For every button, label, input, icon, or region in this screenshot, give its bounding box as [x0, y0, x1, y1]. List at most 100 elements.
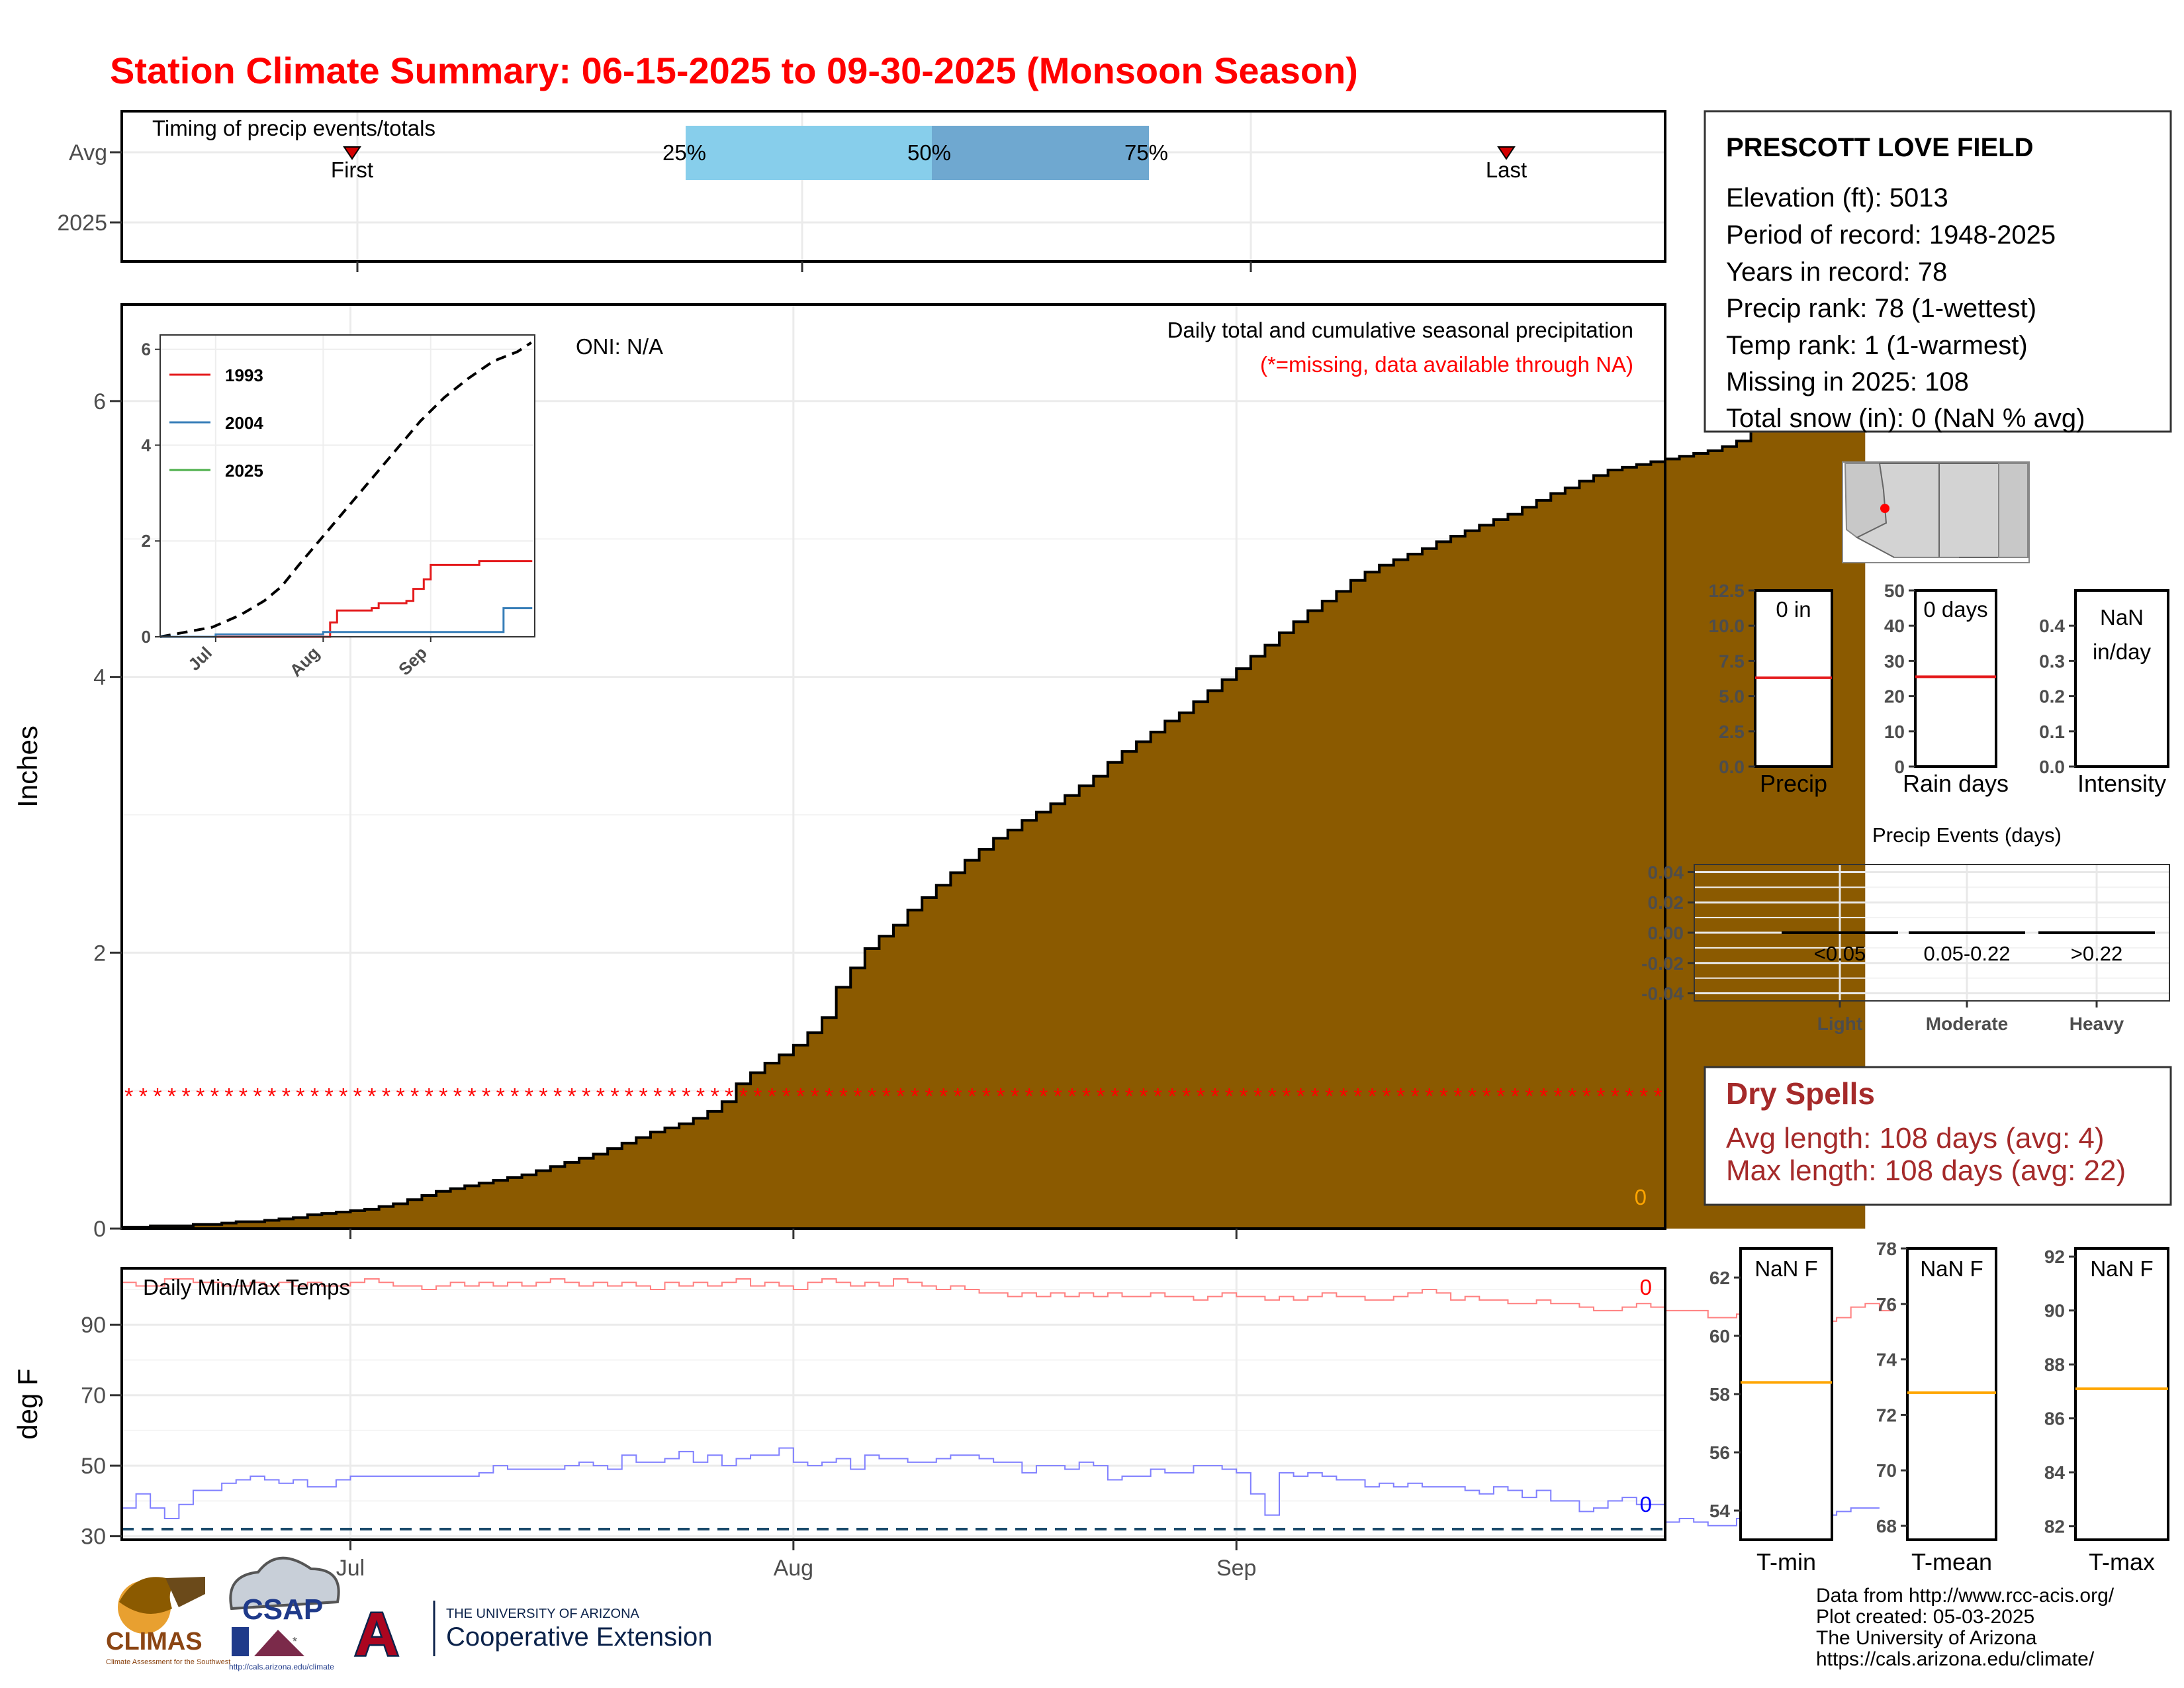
precip-ylabel: Inches: [12, 726, 43, 808]
inset-ytick-label: 4: [142, 435, 152, 455]
precip-events-panel: Precip Events (days) <0.05 0.05-0.22 >0.22…: [1641, 823, 2170, 1034]
temp-box-t-mean: 68 70 72 74 76 78 NaN F T-mean: [1876, 1239, 1997, 1575]
events-ytick-label: -0.02: [1641, 953, 1684, 974]
dry-spells-avg: Avg length: 108 days (avg: 4): [1726, 1122, 2105, 1154]
station-line-elevation: Elevation (ft): 5013: [1726, 183, 1948, 212]
missing-marker: *: [1611, 1084, 1619, 1109]
precip-panel-subtitle: (*=missing, data available through NA): [1260, 352, 1633, 377]
temp-box-t-min: 54 56 58 60 62 NaN F T-min: [1709, 1247, 1833, 1575]
missing-marker: *: [1268, 1084, 1277, 1109]
temp-xtick-label: Aug: [774, 1556, 814, 1581]
missing-marker: *: [167, 1084, 176, 1109]
missing-marker: *: [782, 1084, 790, 1109]
missing-marker: *: [1568, 1084, 1576, 1109]
inset-ytick-label: 2: [142, 531, 151, 551]
missing-marker: *: [753, 1084, 762, 1109]
timing-ylabel-avg: Avg: [69, 140, 107, 165]
station-info-box: PRESCOTT LOVE FIELD Elevation (ft): 5013…: [1704, 110, 2172, 433]
tmax-line: [122, 1278, 1894, 1322]
missing-marker: *: [267, 1084, 276, 1109]
missing-marker: *: [310, 1084, 319, 1109]
location-map: [1842, 461, 2030, 563]
mini-bar-ytick-label: 0.3: [2039, 651, 2065, 671]
dry-spells-title: Dry Spells: [1726, 1076, 1875, 1111]
station-name: PRESCOTT LOVE FIELD: [1726, 133, 2033, 162]
missing-marker: *: [1553, 1084, 1562, 1109]
cumulative-precip-area: [122, 381, 1866, 1229]
inset-chart: 0 2 4 6 Jul Aug Sep 1993 2004 2025: [142, 334, 535, 680]
missing-marker: *: [625, 1084, 633, 1109]
event-bin-label: 0.05-0.22: [1924, 942, 2011, 965]
missing-marker: *: [1468, 1084, 1477, 1109]
missing-marker: *: [610, 1084, 619, 1109]
missing-marker: *: [1167, 1084, 1176, 1109]
inset-xtick-label: Sep: [394, 643, 431, 679]
missing-marker: *: [982, 1084, 991, 1109]
temp-box-ytick-label: 88: [2044, 1354, 2065, 1375]
inset-frame: [159, 334, 535, 637]
missing-marker: *: [153, 1084, 161, 1109]
missing-marker: *: [367, 1084, 376, 1109]
mini-bar-ytick-label: 40: [1884, 616, 1905, 636]
temp-box-ytick-label: 62: [1709, 1268, 1730, 1288]
missing-marker: *: [1297, 1084, 1305, 1109]
page-title: Station Climate Summary: 06-15-2025 to 0…: [110, 50, 1358, 91]
station-line-missing: Missing in 2025: 108: [1726, 367, 1969, 397]
missing-marker: *: [1282, 1084, 1291, 1109]
events-category-label: Heavy: [2070, 1013, 2124, 1034]
temp-box-ytick-label: 70: [1876, 1460, 1897, 1481]
legend-2004-label: 2004: [225, 413, 263, 433]
temp-box-ytick-label: 72: [1876, 1405, 1897, 1425]
missing-marker: *: [1139, 1084, 1148, 1109]
events-ytick-label: 0.02: [1648, 892, 1684, 913]
timing-p25-p50-bar: [686, 126, 932, 180]
temp-box-frame: [1906, 1247, 1997, 1541]
timing-ylabel-2025: 2025: [57, 211, 107, 236]
temp-box-panels: 54 56 58 60 62 NaN F T-min 68 70 72 74 76 78 NaN F T-m…: [1709, 1239, 2169, 1575]
inset-xtick-label: Aug: [286, 643, 324, 680]
event-bin-label: <0.05: [1814, 942, 1866, 965]
ua-line1: THE UNIVERSITY OF ARIZONA: [446, 1607, 640, 1621]
missing-marker: *: [124, 1084, 133, 1109]
temp-frame: [120, 1267, 1666, 1541]
missing-marker: *: [568, 1084, 576, 1109]
mini-bar-ytick-label: 0: [1894, 757, 1905, 777]
mini-bar-ytick-label: 10: [1884, 722, 1905, 742]
missing-marker: *: [510, 1084, 519, 1109]
tmax-count-label: 0: [1640, 1275, 1652, 1299]
mini-bar-ytick-label: 5.0: [1719, 686, 1745, 707]
events-category-label: Moderate: [1926, 1013, 2008, 1034]
temp-box-ytick-label: 86: [2044, 1409, 2065, 1429]
temp-ytick-label: 50: [81, 1454, 106, 1479]
precip-ytick-label: 2: [93, 941, 106, 966]
missing-marker: *: [1154, 1084, 1162, 1109]
precip-ytick-label: 4: [93, 665, 106, 690]
timing-label: Timing of precip events/totals: [152, 116, 435, 140]
precip-frame: [120, 303, 1666, 1230]
missing-marker: *: [467, 1084, 476, 1109]
missing-marker: *: [668, 1084, 676, 1109]
ua-logo: A THE UNIVERSITY OF ARIZONA Cooperative …: [353, 1599, 713, 1670]
station-line-years: Years in record: 78: [1726, 258, 1947, 287]
mini-bar-ytick-label: 2.5: [1719, 722, 1745, 742]
missing-marker: *: [396, 1084, 404, 1109]
missing-marker: *: [139, 1084, 148, 1109]
temp-box-value: NaN F: [1754, 1256, 1817, 1281]
missing-marker: *: [296, 1084, 304, 1109]
mini-bar-intensity: 0.0 0.1 0.2 0.3 0.4 NaN in/day Intensity: [2039, 589, 2169, 797]
events-ytick-label: 0.04: [1648, 862, 1684, 882]
credit-university: The University of Arizona: [1816, 1627, 2037, 1649]
missing-marker: *: [1625, 1084, 1633, 1109]
missing-marker: *: [1054, 1084, 1062, 1109]
station-frame: [1704, 110, 2172, 433]
missing-marker: *: [1096, 1084, 1105, 1109]
missing-marker: *: [239, 1084, 248, 1109]
missing-marker: *: [1425, 1084, 1433, 1109]
missing-marker: *: [1111, 1084, 1119, 1109]
missing-marker: *: [768, 1084, 776, 1109]
station-line-precip-rank: Precip rank: 78 (1-wettest): [1726, 294, 2036, 323]
precip-panel-title: Daily total and cumulative seasonal prec…: [1167, 318, 1633, 342]
missing-marker: *: [553, 1084, 562, 1109]
missing-marker: *: [996, 1084, 1005, 1109]
missing-marker: *: [825, 1084, 833, 1109]
